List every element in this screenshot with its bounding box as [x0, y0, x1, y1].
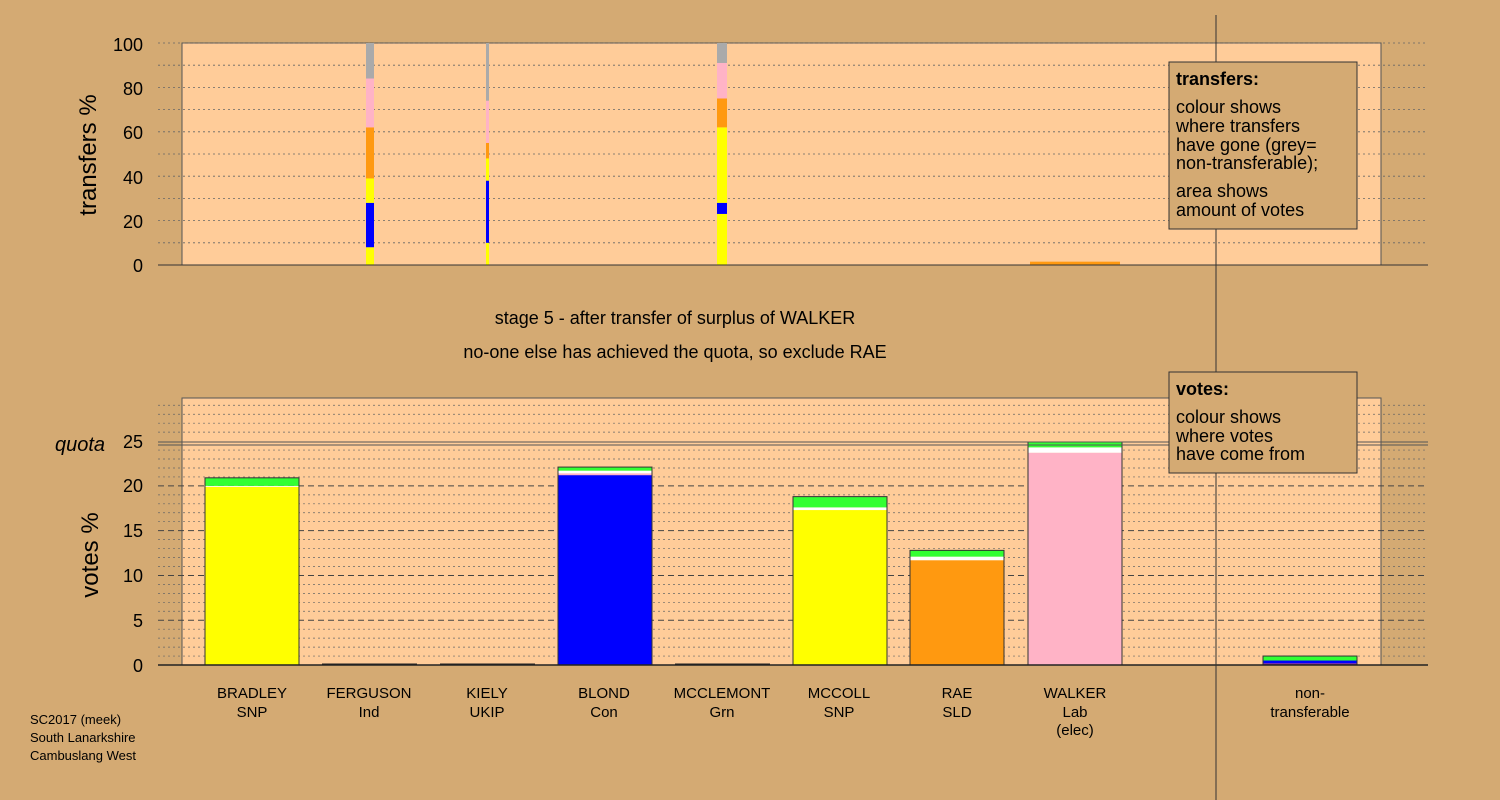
legend-transfers-line5: area shows	[1176, 181, 1268, 201]
legend-transfers: transfers: colour shows where transfers …	[1168, 61, 1358, 230]
candidate-name-kiely: KIELY	[466, 685, 507, 702]
candidate-party-kiely: UKIP	[469, 704, 504, 721]
vote-segment-mccoll	[793, 507, 887, 511]
transfer-segment-bradley	[366, 127, 374, 179]
votes-ytick-5: 5	[133, 611, 143, 631]
votes-ytick-10: 10	[123, 566, 143, 586]
vote-segment-blond	[558, 470, 652, 474]
vote-segment-walker	[1028, 447, 1122, 453]
legend-transfers-line3: have gone (grey=	[1176, 135, 1317, 155]
transfer-segment-kiely	[486, 100, 489, 143]
transfers-ytick-80: 80	[123, 79, 143, 99]
legend-votes: votes: colour shows where votes have com…	[1168, 371, 1358, 474]
candidate-name-ferguson: FERGUSON	[326, 685, 411, 702]
votes-ytick-25: 25	[123, 432, 143, 452]
transfer-segment-mcclemont	[717, 202, 727, 214]
legend-transfers-line1: colour shows	[1176, 97, 1281, 117]
candidate-party-walker: Lab	[1062, 704, 1087, 721]
transfer-segment-bradley	[366, 43, 374, 79]
vote-segment-rae	[910, 560, 1004, 665]
transfer-segment-kiely	[486, 242, 489, 265]
transfer-segment-mcclemont	[717, 98, 727, 128]
candidate-name-walker: WALKER	[1044, 685, 1107, 702]
legend-votes-line3: have come from	[1176, 444, 1305, 464]
vote-segment-non-transferable	[1263, 656, 1357, 661]
transfers-ytick-40: 40	[123, 168, 143, 188]
transfer-segment-kiely	[486, 158, 489, 181]
transfers-ytick-20: 20	[123, 212, 143, 232]
vote-segment-bradley	[205, 486, 299, 665]
stage-message: stage 5 - after transfer of surplus of W…	[495, 308, 855, 328]
vote-segment-bradley	[205, 477, 299, 486]
transfer-segment-bradley	[366, 178, 374, 203]
vote-segment-non-transferable	[1263, 663, 1357, 665]
vote-segment-walker	[1028, 452, 1122, 665]
nontransferable-label-line1: non-	[1295, 685, 1325, 702]
candidate-party-ferguson: Ind	[359, 704, 380, 721]
vote-segment-blond	[558, 475, 652, 665]
legend-votes-title: votes:	[1176, 379, 1229, 399]
legend-transfers-box	[1168, 61, 1358, 230]
footer-election: SC2017 (meek)	[30, 712, 121, 727]
legend-transfers-line2: where transfers	[1175, 116, 1300, 136]
transfer-segment-kiely	[486, 180, 489, 243]
vote-segment-blond	[558, 467, 652, 471]
candidate-labels: BRADLEY SNP FERGUSON Ind KIELY UKIP BLON…	[217, 685, 1350, 739]
votes-ytick-20: 20	[123, 476, 143, 496]
candidate-name-blond: BLOND	[578, 685, 630, 702]
stage-action-message: no-one else has achieved the quota, so e…	[463, 342, 886, 362]
transfers-ytick-0: 0	[133, 256, 143, 276]
candidate-party-bradley: SNP	[237, 704, 268, 721]
votes-ytick-0: 0	[133, 656, 143, 676]
vote-segment-bradley	[205, 485, 299, 487]
transfer-segment-mcclemont	[717, 43, 727, 63]
vote-segment-blond	[558, 473, 652, 476]
footer-council: South Lanarkshire	[30, 730, 136, 745]
vote-segment-mccoll	[793, 496, 887, 508]
votes-y-ticks: 0 5 10 15 20 25	[123, 432, 143, 676]
candidate-name-mcclemont: MCCLEMONT	[674, 685, 771, 702]
candidate-party-mccoll: SNP	[824, 704, 855, 721]
candidate-name-bradley: BRADLEY	[217, 685, 287, 702]
transfers-bars	[366, 43, 1120, 265]
footer-ward: Cambuslang West	[30, 748, 136, 763]
legend-votes-line2: where votes	[1175, 426, 1273, 446]
legend-votes-box	[1168, 371, 1358, 474]
votes-y-axis-label: votes %	[77, 512, 104, 597]
transfer-segment-mcclemont	[717, 62, 727, 99]
transfer-segment-mcclemont	[717, 213, 727, 265]
transfers-ytick-60: 60	[123, 123, 143, 143]
candidate-note-walker: (elec)	[1056, 722, 1094, 739]
transfer-segment-bradley	[366, 202, 374, 248]
vote-segment-mccoll	[793, 510, 887, 665]
transfer-segment-bradley	[366, 247, 374, 265]
transfer-segment-kiely	[486, 142, 489, 159]
candidate-name-rae: RAE	[942, 685, 973, 702]
transfer-segment-bradley	[366, 78, 374, 128]
vote-segment-non-transferable	[1263, 660, 1357, 664]
legend-transfers-line6: amount of votes	[1176, 200, 1304, 220]
transfers-y-ticks: 0 20 40 60 80 100	[113, 35, 143, 276]
legend-votes-line1: colour shows	[1176, 407, 1281, 427]
candidate-party-rae: SLD	[942, 704, 971, 721]
transfer-segment-walker	[1030, 261, 1120, 265]
legend-transfers-title: transfers:	[1176, 69, 1259, 89]
transfers-y-axis-label: transfers %	[75, 94, 102, 215]
legend-transfers-line4: non-transferable);	[1176, 153, 1318, 173]
transfer-segment-mcclemont	[717, 127, 727, 203]
nontransferable-label-line2: transferable	[1270, 704, 1349, 721]
vote-segment-rae	[910, 556, 1004, 561]
transfers-ytick-100: 100	[113, 35, 143, 55]
transfer-segment-kiely	[486, 43, 489, 101]
vote-segment-rae	[910, 550, 1004, 557]
quota-label: quota	[55, 434, 105, 456]
candidate-party-blond: Con	[590, 704, 618, 721]
votes-ytick-15: 15	[123, 521, 143, 541]
candidate-name-mccoll: MCCOLL	[808, 685, 871, 702]
candidate-party-mcclemont: Grn	[709, 704, 734, 721]
